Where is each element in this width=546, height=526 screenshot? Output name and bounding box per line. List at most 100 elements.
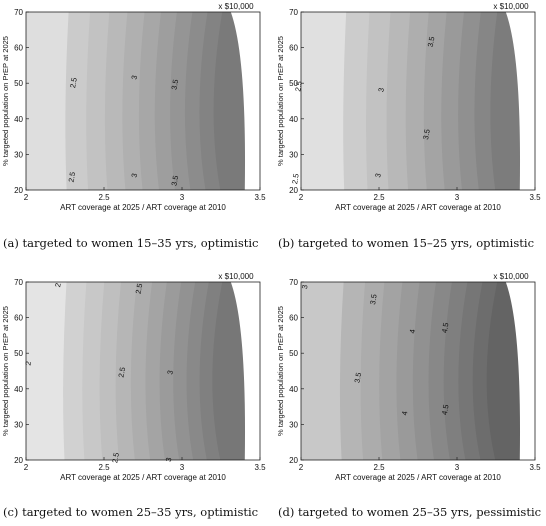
x-tick-label: 3 bbox=[455, 463, 460, 472]
plot-frame bbox=[25, 281, 261, 461]
y-tick-label: 70 bbox=[14, 8, 23, 17]
x-tick-label: 2.5 bbox=[98, 463, 110, 472]
contour-label: 2 bbox=[23, 361, 33, 367]
y-axis-label: % targeted population on PrEP at 2025 bbox=[1, 36, 10, 166]
contour-label: 4.5 bbox=[440, 322, 451, 334]
contour-label: 3.5 bbox=[368, 293, 379, 305]
y-tick-label: 60 bbox=[289, 314, 298, 323]
caption-d: (d) targeted to women 25–35 yrs, pessimi… bbox=[278, 505, 542, 519]
y-tick-label: 40 bbox=[14, 385, 23, 394]
contour-label: 3 bbox=[376, 87, 386, 93]
y-tick-label: 20 bbox=[289, 456, 298, 465]
y-tick-label: 50 bbox=[14, 79, 23, 88]
y-tick-label: 30 bbox=[14, 420, 23, 429]
x-tick-label: 3.5 bbox=[529, 193, 541, 202]
multiplier-label: x $10,000 bbox=[218, 272, 254, 281]
contour-label: 2 bbox=[53, 282, 63, 288]
contour-bands bbox=[26, 12, 260, 190]
out-of-range-region bbox=[230, 12, 260, 190]
y-tick-label: 50 bbox=[289, 79, 298, 88]
contour-label: 2.5 bbox=[293, 80, 304, 92]
panel-c: 2 2.5 3 3.5 20 30 40 50 60 70 ART coverage at 2025… bbox=[1, 272, 266, 482]
panel-a: 2 2.5 3 3.5 20 30 40 50 60 70 ART coverage at 2025… bbox=[1, 2, 266, 212]
x-axis-label: ART coverage at 2025 / ART coverage at 2… bbox=[60, 203, 226, 212]
plot-frame bbox=[300, 11, 536, 191]
y-axis-label: % targeted population on PrEP at 2025 bbox=[276, 36, 285, 166]
y-tick-label: 50 bbox=[289, 349, 298, 358]
x-tick-label: 2 bbox=[24, 193, 29, 202]
x-tick-label: 2 bbox=[24, 463, 29, 472]
contour-label: 3.5 bbox=[170, 175, 181, 187]
out-of-range-region bbox=[505, 282, 535, 460]
contour-label: 2.5 bbox=[68, 77, 79, 89]
y-tick-label: 40 bbox=[289, 385, 298, 394]
contour-label: 3 bbox=[373, 172, 383, 178]
x-axis-label: ART coverage at 2025 / ART coverage at 2… bbox=[335, 473, 501, 482]
x-tick-label: 2.5 bbox=[373, 463, 385, 472]
x-tick-label: 3 bbox=[180, 463, 185, 472]
y-tick-label: 30 bbox=[14, 150, 23, 159]
y-axis-label: % targeted population on PrEP at 2025 bbox=[276, 306, 285, 436]
contour-label: 4 bbox=[400, 410, 410, 416]
x-tick-label: 3 bbox=[180, 193, 185, 202]
x-tick-label: 2.5 bbox=[98, 193, 110, 202]
x-tick-label: 2 bbox=[299, 193, 304, 202]
y-tick-label: 50 bbox=[14, 349, 23, 358]
y-tick-label: 70 bbox=[14, 278, 23, 287]
caption-c: (c) targeted to women 25–35 yrs, optimis… bbox=[3, 505, 259, 519]
plot-frame bbox=[300, 281, 536, 461]
y-tick-label: 30 bbox=[289, 150, 298, 159]
contour-bands bbox=[301, 282, 535, 460]
contour-label: 2.5 bbox=[67, 171, 78, 183]
contour-label: 3 bbox=[164, 457, 174, 463]
contour-label: 3 bbox=[130, 75, 140, 81]
y-axis-label: % targeted population on PrEP at 2025 bbox=[1, 306, 10, 436]
contour-label: 3.5 bbox=[170, 79, 181, 91]
contour-label: 2.5 bbox=[134, 283, 145, 295]
contour-label: 3.5 bbox=[352, 372, 363, 384]
y-tick-label: 20 bbox=[14, 186, 23, 195]
panel-b: 2 2.5 3 3.5 20 30 40 50 60 70 ART coverage at 2025… bbox=[276, 2, 541, 212]
caption-a: (a) targeted to women 15–35 yrs, optimis… bbox=[3, 236, 259, 250]
multiplier-label: x $10,000 bbox=[493, 2, 529, 11]
contour-label: 3 bbox=[165, 370, 175, 376]
x-tick-label: 3.5 bbox=[254, 193, 266, 202]
y-tick-label: 70 bbox=[289, 8, 298, 17]
x-tick-label: 3.5 bbox=[529, 463, 541, 472]
y-tick-label: 20 bbox=[14, 456, 23, 465]
multiplier-label: x $10,000 bbox=[493, 272, 529, 281]
x-tick-label: 2 bbox=[299, 463, 304, 472]
out-of-range-region bbox=[505, 12, 535, 190]
x-axis-label: ART coverage at 2025 / ART coverage at 2… bbox=[335, 203, 501, 212]
y-tick-label: 30 bbox=[289, 420, 298, 429]
contour-label: 2.5 bbox=[110, 452, 121, 464]
y-tick-label: 60 bbox=[14, 314, 23, 323]
contour-label: 3 bbox=[300, 284, 310, 290]
contour-label: 3.5 bbox=[426, 36, 437, 48]
y-tick-label: 70 bbox=[289, 278, 298, 287]
y-tick-label: 20 bbox=[289, 186, 298, 195]
x-tick-label: 3.5 bbox=[254, 463, 266, 472]
caption-b: (b) targeted to women 15–25 yrs, optimis… bbox=[278, 236, 535, 250]
out-of-range-region bbox=[230, 282, 260, 460]
contour-label: 3.5 bbox=[421, 128, 432, 140]
y-tick-label: 60 bbox=[14, 44, 23, 53]
y-tick-label: 40 bbox=[14, 115, 23, 124]
contour-label: 4 bbox=[408, 329, 418, 335]
y-tick-label: 60 bbox=[289, 44, 298, 53]
multiplier-label: x $10,000 bbox=[218, 2, 254, 11]
contour-label: 4.5 bbox=[440, 404, 451, 416]
panel-d: 2 2.5 3 3.5 20 30 40 50 60 70 ART coverage at 2025… bbox=[276, 272, 541, 482]
x-tick-label: 2.5 bbox=[373, 193, 385, 202]
y-tick-label: 40 bbox=[289, 115, 298, 124]
contour-bands bbox=[26, 282, 260, 460]
contour-label: 2.5 bbox=[116, 366, 127, 378]
contour-label: 3 bbox=[130, 172, 140, 178]
contour-bands bbox=[301, 12, 535, 190]
x-axis-label: ART coverage at 2025 / ART coverage at 2… bbox=[60, 473, 226, 482]
x-tick-label: 3 bbox=[455, 193, 460, 202]
contour-label: 2.5 bbox=[290, 173, 301, 185]
plot-frame bbox=[25, 11, 261, 191]
